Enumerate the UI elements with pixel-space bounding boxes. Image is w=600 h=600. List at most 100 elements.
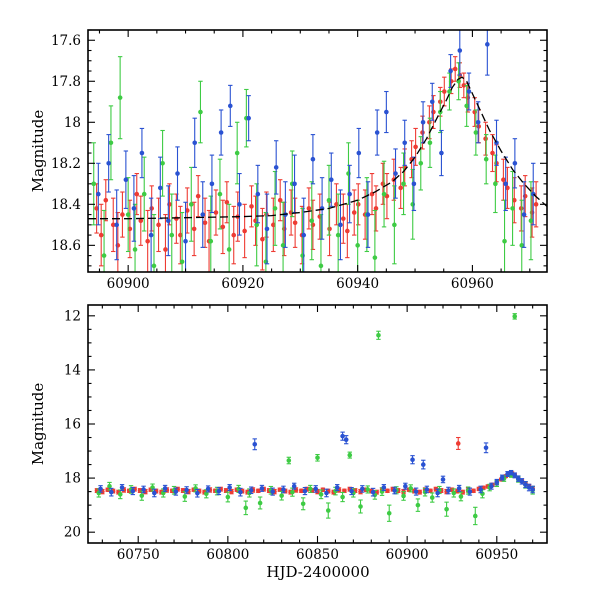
data-point <box>519 243 525 248</box>
data-point <box>141 487 146 492</box>
data-point <box>345 228 350 234</box>
data-point <box>417 489 422 495</box>
data-point <box>374 130 380 135</box>
data-point <box>308 486 313 492</box>
data-point <box>91 181 97 187</box>
data-point <box>392 488 397 493</box>
plot-frame <box>87 304 548 544</box>
x-tick-label: 60900 <box>386 547 429 563</box>
data-point <box>511 197 517 203</box>
data-point <box>360 486 365 492</box>
data-point <box>156 222 161 228</box>
data-point <box>461 83 467 88</box>
data-point <box>227 103 233 109</box>
data-point <box>157 185 163 191</box>
data-point <box>277 197 283 203</box>
data-point <box>446 488 451 493</box>
data-point <box>279 493 284 498</box>
data-point <box>178 232 183 238</box>
data-point <box>373 206 379 211</box>
data-point <box>94 206 99 211</box>
series-red-band <box>94 56 539 272</box>
data-point <box>505 471 510 477</box>
data-point <box>502 238 507 244</box>
data-point <box>429 99 435 105</box>
data-point <box>123 177 129 183</box>
data-point <box>310 156 316 162</box>
data-point <box>441 89 447 94</box>
data-point <box>127 226 133 232</box>
data-point <box>398 185 403 191</box>
data-point <box>347 452 353 458</box>
data-point <box>109 489 114 495</box>
data-point <box>334 202 339 207</box>
data-point <box>108 140 114 146</box>
data-point <box>370 489 376 495</box>
data-point <box>476 124 482 129</box>
x-tick-label: 60750 <box>117 547 160 563</box>
data-point <box>270 489 275 494</box>
y-tick-label: 16 <box>64 417 81 433</box>
data-point <box>415 502 421 508</box>
top-panel-y-axis-label: Magnitude <box>29 109 47 193</box>
data-point <box>505 185 510 191</box>
data-point <box>191 226 197 232</box>
y-tick-label: 12 <box>64 308 81 324</box>
data-point <box>302 488 308 494</box>
data-point <box>518 206 524 211</box>
data-point <box>381 191 387 197</box>
data-point <box>451 490 457 496</box>
data-point <box>145 238 150 244</box>
data-point <box>130 488 136 494</box>
data-point <box>179 259 185 265</box>
data-point <box>420 130 425 135</box>
data-point <box>448 68 453 74</box>
data-point <box>403 483 408 489</box>
data-point <box>120 212 125 217</box>
model-curve <box>88 76 547 220</box>
data-point <box>402 140 408 146</box>
data-point <box>456 486 462 491</box>
data-point <box>455 441 461 446</box>
data-point <box>195 490 200 496</box>
data-point <box>401 493 406 499</box>
data-point <box>372 255 378 260</box>
data-point <box>334 485 340 490</box>
data-point <box>174 216 179 221</box>
data-point <box>328 177 334 183</box>
data-point <box>264 226 270 232</box>
data-point <box>226 247 232 252</box>
data-point <box>169 232 175 238</box>
data-point <box>252 441 258 447</box>
data-point <box>448 78 454 84</box>
data-point <box>292 181 297 187</box>
data-point <box>493 181 498 187</box>
data-point <box>376 332 381 338</box>
data-point <box>343 437 349 442</box>
data-point <box>200 212 206 217</box>
data-point <box>427 140 433 146</box>
data-point <box>96 191 101 197</box>
x-tick-label: 60950 <box>475 547 518 563</box>
data-point <box>309 218 315 224</box>
data-point <box>209 181 215 187</box>
data-point <box>216 488 222 494</box>
data-point <box>483 445 489 451</box>
data-point <box>242 228 247 234</box>
data-point <box>355 202 361 207</box>
data-point <box>202 220 208 226</box>
data-point <box>440 477 446 482</box>
data-point <box>227 485 232 490</box>
data-point <box>411 181 417 187</box>
data-point <box>208 238 214 244</box>
data-point <box>291 483 297 489</box>
x-tick-label: 60850 <box>296 547 339 563</box>
data-point <box>512 161 518 166</box>
data-point <box>355 243 360 248</box>
data-point <box>428 488 433 494</box>
data-point <box>117 95 123 100</box>
data-point <box>256 488 261 494</box>
data-point <box>457 48 463 53</box>
data-point <box>162 486 168 491</box>
